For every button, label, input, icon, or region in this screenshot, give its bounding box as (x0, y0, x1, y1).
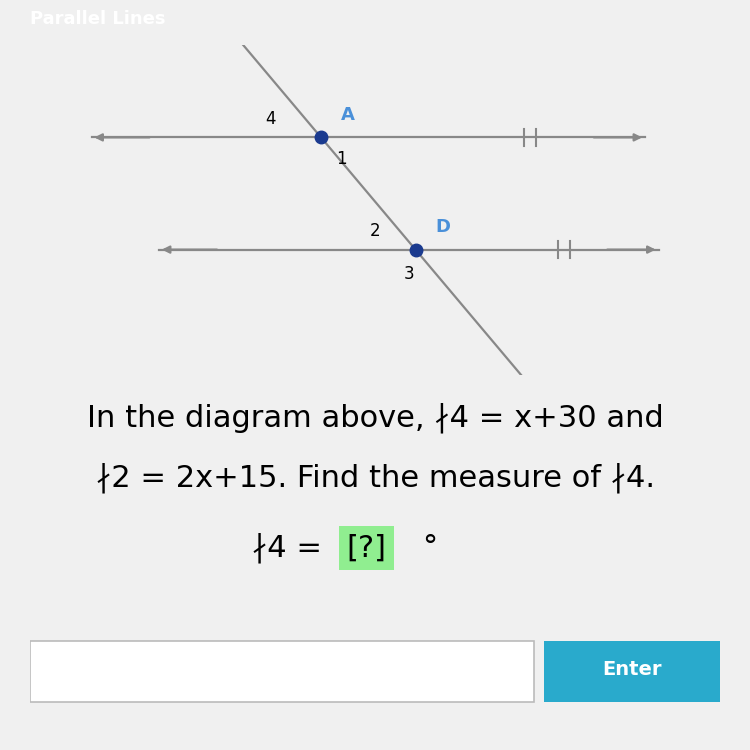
FancyBboxPatch shape (30, 640, 534, 702)
FancyBboxPatch shape (544, 640, 720, 702)
Text: Enter: Enter (602, 661, 662, 680)
Text: ∤2 = 2x+15. Find the measure of ∤4.: ∤2 = 2x+15. Find the measure of ∤4. (95, 463, 655, 494)
Text: A: A (341, 106, 355, 124)
Text: 1: 1 (336, 150, 346, 168)
Text: Parallel Lines: Parallel Lines (30, 10, 166, 28)
Text: [?]: [?] (346, 533, 386, 562)
Text: In the diagram above, ∤4 = x+30 and: In the diagram above, ∤4 = x+30 and (86, 403, 663, 433)
Text: 2: 2 (370, 223, 380, 241)
Text: °: ° (422, 533, 437, 562)
Text: ∤4 =: ∤4 = (252, 532, 332, 563)
Text: 4: 4 (266, 110, 276, 128)
Text: 3: 3 (404, 266, 414, 284)
Text: D: D (436, 218, 451, 236)
